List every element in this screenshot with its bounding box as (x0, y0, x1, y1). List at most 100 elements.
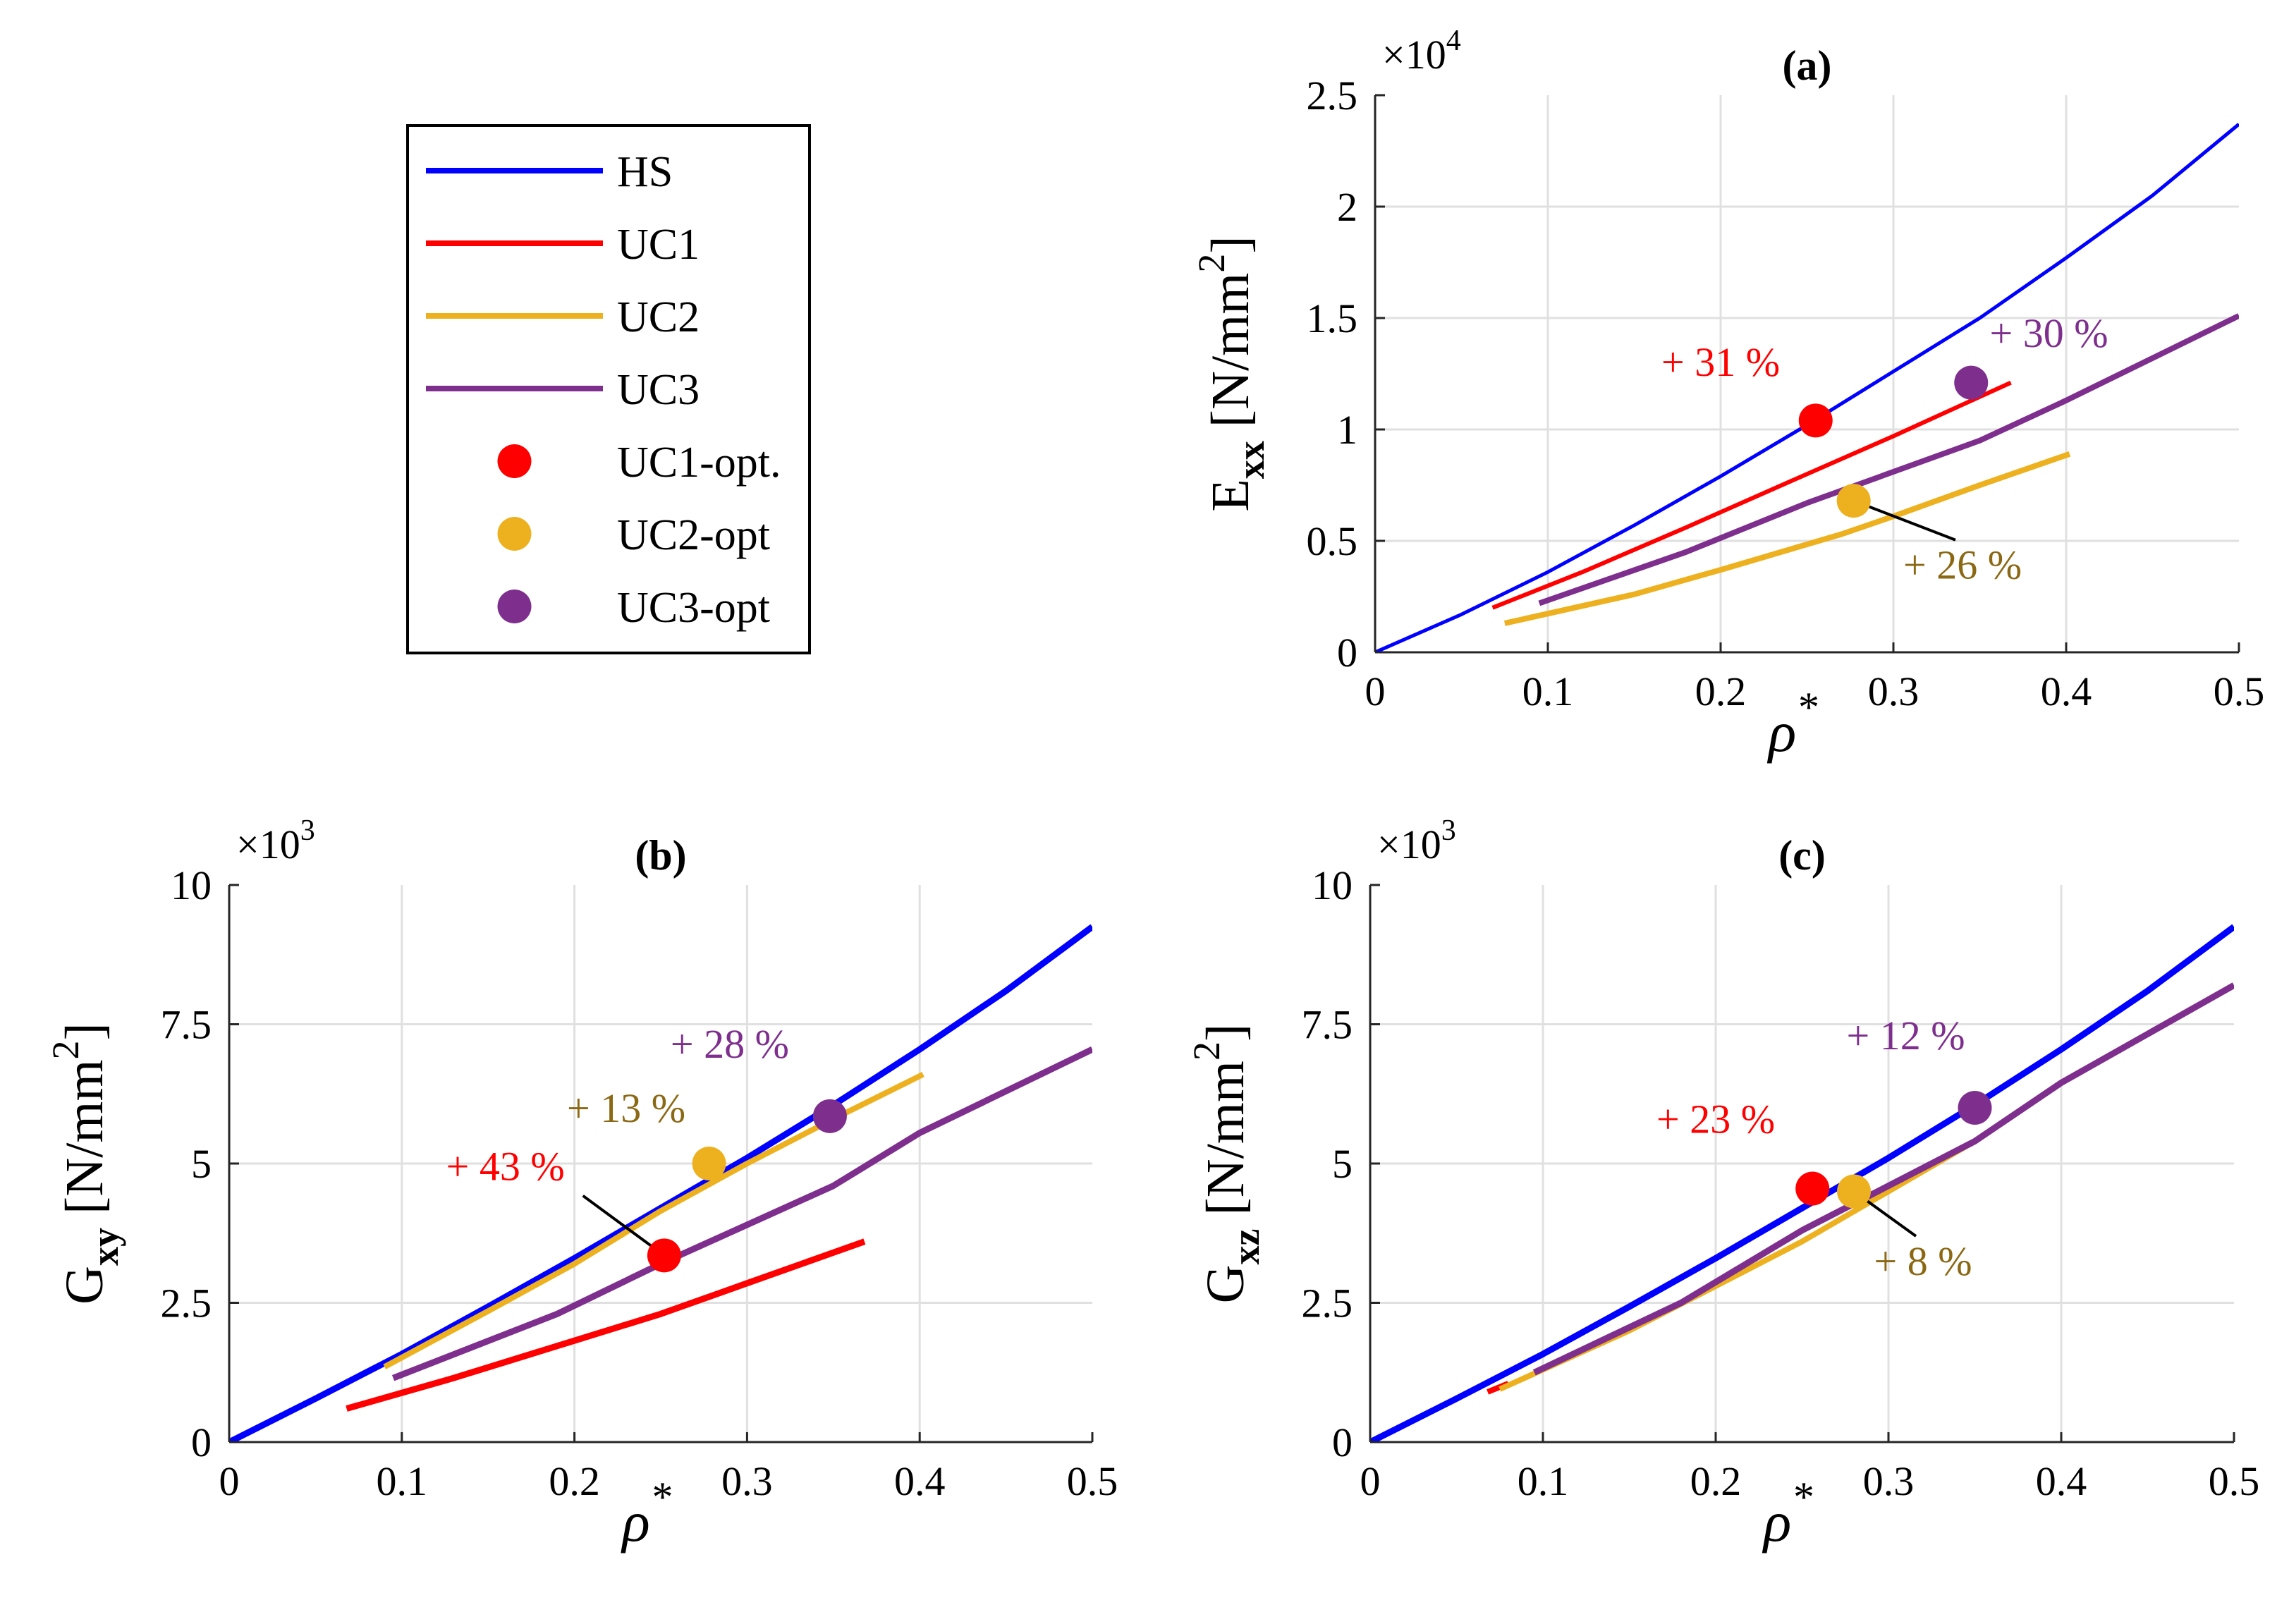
y-tick-label-c-1: 2.5 (1302, 1281, 1353, 1326)
legend-marker-UC3opt (497, 590, 532, 623)
annotation-c-0: + 23 % (1656, 1097, 1775, 1142)
annotation-b-2: + 28 % (671, 1021, 789, 1067)
y-tick-label-a-5: 2.5 (1307, 73, 1358, 118)
multiplier-base-a: ×10 (1382, 32, 1446, 78)
x-tick-label-c-4: 0.4 (2036, 1458, 2087, 1504)
y-tick-label-a-2: 1 (1337, 407, 1357, 453)
panel-title-b: (b) (635, 832, 686, 879)
x-axis-label-c: ρ* (1762, 1474, 1812, 1553)
series-line-b-UC1 (346, 1238, 866, 1412)
x-label-main-b: ρ (620, 1489, 649, 1553)
legend: HS UC1 UC2 UC3 UC1-opt. UC2-opt UC3-opt (406, 124, 811, 654)
panel-a: + 31 % + 30 % + 26 % 0 0.1 0.2 0.3 0.4 0.5 0 0.5 1 1… (1190, 25, 2264, 764)
x-tick-label-b-1: 0.1 (377, 1458, 428, 1504)
x-tick-label-c-5: 0.5 (2209, 1458, 2260, 1504)
x-tick-label-a-0: 0 (1365, 668, 1386, 714)
annotation-a-0: + 31 % (1661, 339, 1780, 385)
x-tick-label-c-1: 0.1 (1518, 1458, 1569, 1504)
series-line-a-UC3 (1538, 313, 2239, 606)
opt-marker-a-UC1-opt. (1798, 403, 1833, 438)
legend-marker-UC1opt (497, 444, 532, 478)
legend-label-UC3opt: UC3-opt (617, 584, 770, 632)
x-label-sup-c: * (1791, 1474, 1812, 1520)
x-label-sup-a: * (1796, 684, 1817, 731)
y-tick-label-a-4: 2 (1337, 184, 1357, 230)
x-tick-label-a-1: 0.1 (1522, 668, 1574, 714)
y-tick-label-c-2: 5 (1332, 1141, 1353, 1187)
panel-c: + 23 % + 12 % + 8 % 0 0.1 0.2 0.3 0.4 0.5 0 2.5 5 7.… (1185, 814, 2259, 1553)
x-axis-label-b: ρ* (620, 1474, 671, 1553)
y-tick-label-a-0: 0 (1337, 630, 1357, 676)
y-label-main-a: E (1201, 479, 1260, 511)
series-line-b-UC3 (391, 1046, 1092, 1381)
opt-marker-b-UC2-opt (692, 1147, 726, 1180)
legend-label-UC1: UC1 (617, 221, 700, 269)
series-line-c-UC3 (1532, 982, 2234, 1376)
legend-label-UC3: UC3 (617, 366, 700, 414)
y-axis-label-a: Exx [N/mm2] (1190, 236, 1272, 511)
y-label-unit-close-c: ] (1196, 1024, 1255, 1042)
y-tick-label-c-0: 0 (1332, 1420, 1353, 1465)
opt-marker-b-UC3-opt (812, 1099, 847, 1133)
x-label-sup-b: * (650, 1474, 671, 1520)
panel-title-a: (a) (1783, 42, 1832, 89)
y-label-unit-c: [N/mm (1196, 1061, 1255, 1229)
y-label-unit-close-b: ] (55, 1022, 114, 1040)
legend-label-UC2: UC2 (617, 293, 700, 341)
y-tick-label-b-0: 0 (191, 1420, 212, 1465)
series-line-a-UC1 (1491, 380, 2012, 610)
y-axis-label-c: Gxz [N/mm2] (1185, 1024, 1267, 1304)
panel-b: + 43 %+ 13 % + 28 % 0 0.1 0.2 0.3 0.4 0.5 0 2.5 5 7… (44, 814, 1118, 1553)
y-label-unit-sup-c: 2 (1185, 1042, 1228, 1061)
opt-marker-c-UC2-opt (1837, 1174, 1871, 1209)
axis-multiplier-b: ×103 (236, 814, 315, 867)
y-label-unit-close-a: ] (1201, 236, 1260, 253)
y-tick-label-a-3: 1.5 (1307, 295, 1358, 341)
y-label-unit-b: [N/mm (55, 1059, 114, 1228)
opt-marker-a-UC2-opt (1836, 484, 1871, 518)
x-tick-label-a-4: 0.4 (2041, 668, 2092, 714)
y-tick-label-b-4: 10 (171, 862, 212, 908)
annotation-b-0: + 43 % (446, 1144, 565, 1190)
annotation-a-1: + 30 % (1989, 310, 2108, 356)
axis-multiplier-a: ×104 (1382, 25, 1461, 78)
multiplier-base-c: ×10 (1377, 822, 1441, 867)
y-label-sub-b: xy (84, 1228, 126, 1266)
x-tick-label-b-4: 0.4 (894, 1458, 946, 1504)
x-tick-label-c-3: 0.3 (1863, 1458, 1915, 1504)
y-tick-label-b-3: 7.5 (161, 1002, 212, 1048)
x-label-main-a: ρ (1766, 700, 1796, 764)
y-axis-label-b: Gxy [N/mm2] (44, 1022, 126, 1305)
annotation-c-2: + 8 % (1874, 1238, 1972, 1284)
opt-marker-b-UC1-opt. (647, 1238, 681, 1273)
y-label-sub-a: xx (1230, 441, 1272, 479)
multiplier-exp-b: 3 (300, 814, 315, 847)
y-tick-label-b-2: 5 (191, 1141, 212, 1187)
series-group-c (1370, 924, 2234, 1442)
series-line-a-UC2 (1503, 451, 2071, 626)
y-label-unit-sup-a: 2 (1190, 254, 1233, 273)
y-label-main-c: G (1196, 1264, 1255, 1303)
y-tick-label-c-3: 7.5 (1302, 1002, 1353, 1048)
panel-title-c: (c) (1778, 832, 1826, 879)
x-label-main-c: ρ (1762, 1489, 1791, 1553)
y-label-unit-a: [N/mm (1201, 273, 1260, 441)
legend-label-UC1opt: UC1-opt. (617, 439, 781, 487)
x-tick-label-c-0: 0 (1360, 1458, 1381, 1504)
x-tick-label-b-0: 0 (219, 1458, 240, 1504)
y-label-unit-sup-b: 2 (44, 1040, 87, 1059)
y-label-sub-c: xz (1225, 1229, 1267, 1265)
x-axis-label-a: ρ* (1766, 684, 1817, 764)
y-tick-label-c-4: 10 (1312, 862, 1353, 908)
x-tick-label-b-5: 0.5 (1067, 1458, 1118, 1504)
legend-label-UC2opt: UC2-opt (617, 511, 770, 559)
multiplier-exp-a: 4 (1446, 25, 1461, 57)
annotation-a-2: + 26 % (1903, 542, 2022, 588)
multiplier-exp-c: 3 (1441, 814, 1456, 847)
y-tick-label-b-1: 2.5 (161, 1281, 212, 1326)
axis-multiplier-c: ×103 (1377, 814, 1456, 867)
x-tick-label-b-3: 0.3 (721, 1458, 773, 1504)
annotation-b-1: + 13 % (567, 1085, 685, 1131)
y-tick-label-a-1: 0.5 (1307, 518, 1358, 564)
